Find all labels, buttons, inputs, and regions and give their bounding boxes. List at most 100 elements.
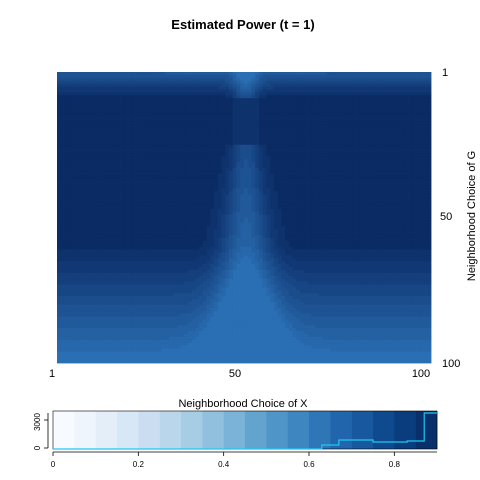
heatmap-cell [281, 176, 286, 181]
heatmap-cell [139, 202, 144, 207]
heatmap-cell [318, 72, 323, 76]
heatmap-cell [401, 159, 406, 163]
heatmap-cell [386, 185, 391, 189]
heatmap-cell [255, 72, 260, 76]
heatmap-cell [154, 200, 159, 204]
heatmap-cell [378, 165, 383, 169]
heatmap-cell [273, 165, 279, 169]
heatmap-cell [333, 168, 338, 172]
heatmap-cell [292, 89, 297, 93]
heatmap-cell [378, 150, 383, 154]
heatmap-cell [90, 179, 95, 183]
heatmap-cell [217, 98, 222, 102]
heatmap-cell [386, 188, 391, 192]
heatmap-cell [333, 208, 338, 213]
heatmap-cell [288, 144, 294, 149]
heatmap-cell [356, 106, 361, 111]
heatmap-cell [157, 188, 163, 192]
heatmap-cell [389, 200, 394, 204]
heatmap-cell [116, 77, 121, 82]
heatmap-cell [363, 72, 368, 76]
heatmap-cell [240, 185, 245, 189]
heatmap-cell [374, 162, 380, 166]
heatmap-cell [311, 138, 316, 143]
heatmap-cell [98, 176, 103, 181]
heatmap-cell [199, 138, 204, 143]
heatmap-cell [57, 118, 62, 122]
heatmap-cell [277, 133, 282, 137]
heatmap-cell [90, 153, 95, 157]
heatmap-cell [240, 80, 245, 85]
heatmap-cell [184, 205, 189, 210]
heatmap-cell [206, 138, 211, 143]
heatmap-cell [423, 205, 428, 210]
heatmap-cell [64, 176, 69, 181]
heatmap-cell [139, 214, 144, 218]
heatmap-cell [300, 205, 305, 210]
heatmap-cell [416, 165, 421, 169]
heatmap-cell [236, 176, 241, 181]
heatmap-cell [270, 191, 275, 195]
heatmap-cell [255, 179, 260, 183]
heatmap-cell [408, 109, 413, 114]
heatmap-cell [374, 104, 380, 108]
heatmap-cell [176, 200, 181, 204]
heatmap-cell [326, 92, 331, 96]
heatmap-cell [240, 86, 245, 90]
heatmap-cell [236, 133, 241, 137]
heatmap-cell [176, 153, 181, 157]
heatmap-cell [165, 138, 170, 143]
heatmap-cell [98, 162, 103, 166]
heatmap-cell [255, 202, 260, 207]
heatmap-cell [311, 211, 316, 215]
heatmap-cell [408, 153, 413, 157]
heatmap-cell [184, 92, 189, 96]
heatmap-cell [60, 197, 65, 201]
heatmap-cell [326, 101, 331, 105]
heatmap-cell [315, 72, 320, 76]
heatmap-cell [359, 74, 365, 79]
heatmap-cell [98, 182, 103, 186]
heatmap-cell [90, 118, 95, 122]
heatmap-cell [374, 144, 380, 149]
heatmap-cell [60, 109, 65, 114]
heatmap-cell [150, 104, 155, 108]
heatmap-cell [288, 72, 294, 76]
heatmap-cell [229, 211, 234, 215]
heatmap-cell [154, 106, 159, 111]
heatmap-cell [64, 77, 69, 82]
heatmap-cell [225, 74, 230, 79]
heatmap-cell [120, 153, 125, 157]
heatmap-cell [210, 77, 215, 82]
heatmap-cell [187, 77, 193, 82]
heatmap-cell [83, 115, 88, 119]
heatmap-cell [423, 133, 428, 137]
heatmap-cell [128, 179, 133, 183]
heatmap-cell [169, 136, 174, 140]
heatmap-cell [176, 72, 181, 76]
heatmap-cell [270, 106, 275, 111]
heatmap-cell [344, 101, 350, 105]
heatmap-cell [154, 147, 159, 151]
heatmap-cell [266, 214, 271, 218]
heatmap-cell [378, 208, 383, 213]
heatmap-cell [247, 136, 252, 140]
heatmap-cell [109, 133, 114, 137]
heatmap-cell [303, 109, 308, 114]
heatmap-cell [60, 92, 65, 96]
heatmap-cell [124, 153, 129, 157]
heatmap-cell [86, 147, 92, 151]
heatmap-cell [251, 176, 256, 181]
heatmap-cell [273, 185, 279, 189]
heatmap-cell [356, 188, 361, 192]
heatmap-cell [404, 153, 409, 157]
heatmap-cell [232, 176, 237, 181]
heatmap-cell [389, 194, 394, 198]
heatmap-cell [180, 147, 185, 151]
heatmap-cell [90, 106, 95, 111]
heatmap-cell [71, 182, 77, 186]
heatmap-cell [232, 173, 237, 178]
heatmap-cell [412, 211, 417, 215]
heatmap-cell [266, 200, 271, 204]
heatmap-cell [266, 165, 271, 169]
